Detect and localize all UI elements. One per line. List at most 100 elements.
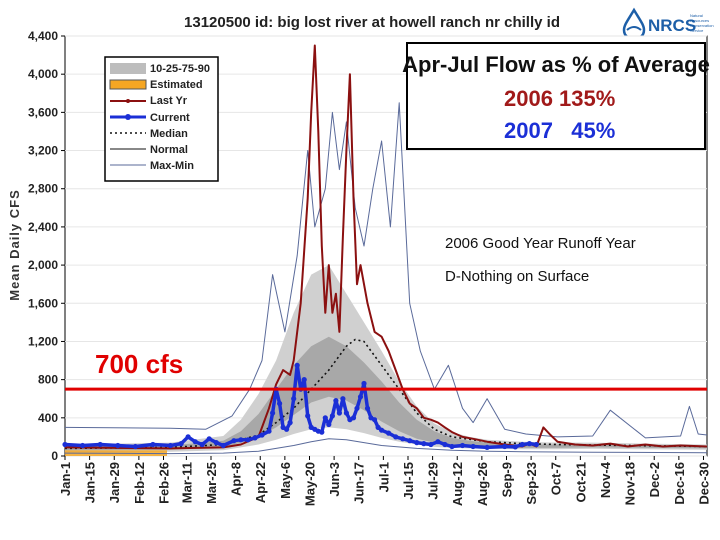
x-tick-label: Mar-11 [179,462,194,503]
x-tick-label: Jan-29 [107,462,122,503]
logo-text: NRCS [648,16,696,35]
logo-subtitle-3: Conservation [690,23,714,28]
current-point [336,410,342,416]
annotation-title: Apr-Jul Flow as % of Average [402,52,710,77]
x-tick-label: Oct-7 [549,462,564,495]
current-point [252,435,258,441]
y-tick-label: 4,000 [28,67,58,81]
current-point [372,417,378,423]
current-point [407,438,413,444]
logo-subtitle-2: Resources [690,18,709,23]
water-drop-icon [622,7,646,41]
current-point [350,415,357,421]
current-point [375,424,381,430]
band-10-90 [65,265,707,453]
x-tick-label: May-20 [302,462,317,506]
current-point [291,396,297,402]
current-point [132,443,138,450]
current-point [62,441,68,448]
current-point [206,436,212,442]
annotation-2006: 2006 135% [504,86,615,111]
y-tick-label: 800 [38,373,58,387]
y-axis-label: Mean Daily CFS [7,189,22,301]
x-tick-label: May-6 [278,462,293,499]
annotation-2007: 2007 45% [504,118,615,143]
x-tick-label: Jul-15 [401,462,416,500]
y-tick-label: 3,200 [28,144,58,158]
current-point [533,441,540,448]
current-point [442,441,448,448]
legend-box [104,56,219,182]
x-tick-label: Jul-29 [426,462,441,500]
y-tick-label: 3,600 [28,105,58,119]
current-point [435,439,441,445]
x-tick-label: Apr-8 [229,462,244,496]
current-point [266,428,272,434]
x-tick-label: Sep-23 [524,462,539,505]
note-good-year: 2006 Good Year Runoff Year [445,235,636,252]
flow-annotation: Apr-Jul Flow as % of Average 2006 135% 2… [402,42,710,150]
note-nothing-surface: D-Nothing on Surface [445,268,589,285]
current-point [322,415,328,421]
current-point [393,434,399,440]
nrcs-logo: NRCS Natural Resources Conservation Serv… [622,7,714,41]
current-point [512,444,518,450]
band-25-75 [65,336,707,451]
current-point [178,441,184,447]
current-point [294,362,300,368]
current-point [245,437,251,443]
x-tick-label: Mar-25 [204,462,219,504]
legend-bands: 10-25-75-90 [150,63,210,75]
series-max-min [64,102,708,439]
current-point [364,405,371,411]
x-tick-label: Jun-17 [352,462,367,504]
current-point [449,443,455,450]
x-tick-label: Nov-18 [623,462,638,505]
current-point [238,437,244,443]
current-point [167,442,174,449]
current-point [470,443,476,450]
x-tick-label: Sep-9 [499,462,514,497]
legend-estimated: Estimated [150,79,203,91]
annotation-box [406,42,706,150]
x-tick-label: Nov-4 [598,461,613,498]
current-point [519,441,525,448]
x-tick-label: Jan-15 [83,462,98,503]
x-tick-label: Jul-1 [376,462,391,492]
x-tick-label: Jan-1 [58,462,73,496]
current-point [259,432,265,438]
current-point [213,440,219,446]
current-point [97,441,103,448]
logo-subtitle-4: Service [690,28,704,33]
x-tick-label: Apr-22 [253,462,268,503]
y-tick-label: 2,800 [28,182,58,196]
legend-median: Median [150,128,188,140]
current-point [199,441,205,448]
legend-marker-lastyr [126,99,130,103]
current-point [326,421,332,428]
current-point [354,405,360,411]
legend-normal: Normal [150,144,188,156]
current-point [329,413,335,419]
legend-lastyr: Last Yr [150,95,188,107]
current-point [305,413,311,419]
legend-swatch-bands [110,63,146,74]
current-point [357,394,364,400]
logo-subtitle-1: Natural [690,13,703,18]
current-point [287,420,293,426]
current-point [319,429,325,435]
x-tick-label: Aug-12 [450,462,465,506]
current-point [459,442,466,449]
current-point [502,443,508,450]
y-tick-label: 0 [51,449,58,463]
y-tick-label: 1,200 [28,334,58,348]
legend-maxmin: Max-Min [150,160,194,172]
x-tick-label: Dec-16 [672,462,687,505]
current-point [150,441,156,448]
legend-current: Current [150,112,190,124]
current-point [277,400,283,407]
current-point [270,410,276,416]
y-tick-label: 2,000 [28,258,58,272]
legend: 10-25-75-90 Estimated Last Yr Current Me… [104,56,219,182]
